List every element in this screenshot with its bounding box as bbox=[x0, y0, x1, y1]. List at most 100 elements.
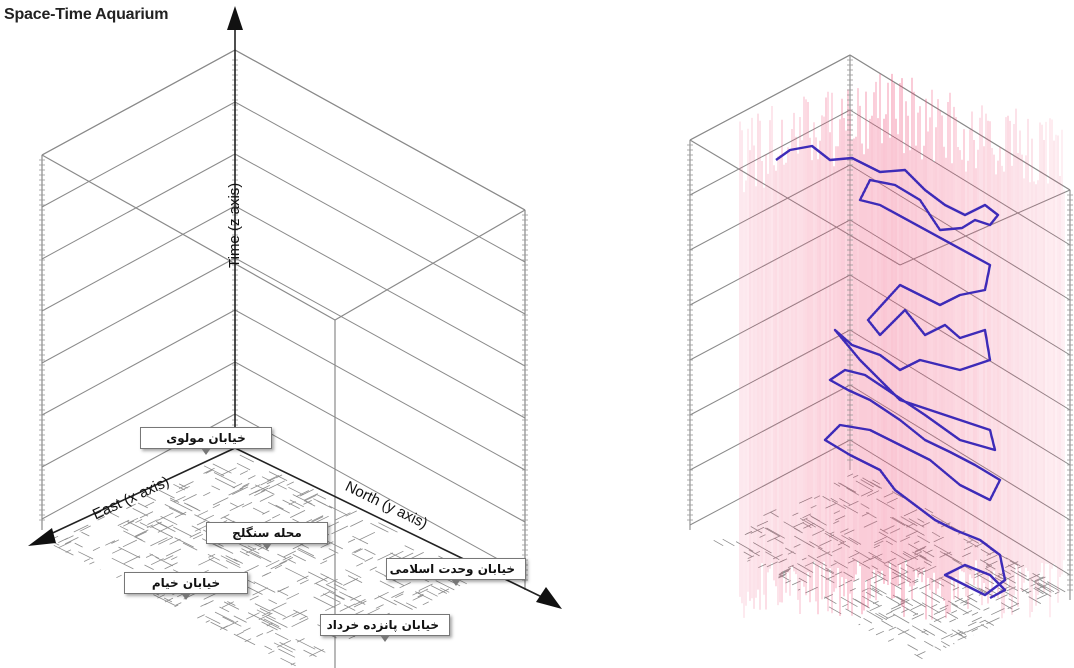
street-segment bbox=[214, 543, 234, 554]
street-segment bbox=[262, 510, 270, 515]
street-segment bbox=[111, 557, 134, 570]
street-segment bbox=[743, 551, 753, 557]
street-segment bbox=[833, 510, 841, 514]
street-segment bbox=[984, 620, 994, 626]
street-segment bbox=[278, 648, 296, 658]
street-segment bbox=[869, 604, 882, 612]
street-segment bbox=[64, 535, 74, 541]
street-segment bbox=[766, 527, 785, 539]
street-segment bbox=[134, 529, 149, 537]
street-segment bbox=[765, 551, 780, 561]
street-segment bbox=[826, 569, 834, 575]
street-segment bbox=[983, 554, 998, 562]
street-segment bbox=[261, 611, 271, 617]
street-segment bbox=[89, 561, 95, 565]
street-segment bbox=[73, 524, 89, 533]
street-segment bbox=[435, 580, 455, 591]
street-segment bbox=[311, 515, 324, 522]
street-segment bbox=[320, 541, 334, 549]
street-segment bbox=[968, 593, 974, 597]
street-segment bbox=[316, 493, 327, 500]
street-segment bbox=[998, 587, 1018, 599]
street-segment bbox=[328, 521, 339, 528]
street-segment bbox=[250, 551, 272, 563]
east-axis-arrowhead bbox=[28, 528, 56, 546]
street-segment bbox=[220, 555, 240, 566]
street-segment bbox=[422, 601, 429, 606]
street-segment bbox=[261, 487, 269, 492]
street-segment bbox=[890, 606, 902, 613]
street-segment bbox=[812, 562, 828, 572]
time-axis-arrowhead bbox=[227, 6, 243, 30]
street-segment bbox=[907, 644, 918, 651]
street-segment bbox=[356, 562, 363, 567]
street-segment bbox=[797, 588, 801, 591]
street-segment bbox=[917, 518, 925, 523]
street-segment bbox=[746, 531, 752, 535]
street-segment bbox=[252, 507, 265, 515]
street-segment bbox=[824, 532, 839, 542]
street-segment bbox=[352, 535, 369, 545]
street-segment bbox=[888, 638, 895, 642]
street-segment bbox=[112, 548, 123, 554]
street-segment bbox=[375, 604, 384, 609]
street-segment bbox=[247, 475, 256, 480]
street-segment bbox=[810, 504, 817, 509]
street-segment bbox=[53, 544, 74, 556]
street-segment bbox=[297, 548, 316, 559]
street-segment bbox=[828, 606, 842, 615]
street-segment bbox=[283, 550, 296, 558]
street-segment bbox=[111, 539, 120, 544]
street-segment bbox=[940, 633, 953, 640]
street-segment bbox=[197, 614, 205, 619]
street-segment bbox=[175, 485, 190, 494]
street-segment bbox=[971, 628, 978, 632]
street-segment bbox=[126, 520, 145, 531]
street-segment bbox=[264, 645, 273, 651]
street-segment bbox=[186, 503, 199, 511]
street-segment bbox=[1033, 576, 1046, 583]
street-segment bbox=[198, 557, 214, 566]
street-segment bbox=[288, 559, 297, 564]
street-segment bbox=[735, 541, 754, 552]
street-segment bbox=[139, 522, 150, 528]
street-segment bbox=[885, 595, 900, 605]
street-segment bbox=[979, 619, 986, 624]
street-segment bbox=[116, 574, 122, 579]
street-segment bbox=[783, 521, 801, 532]
street-segment bbox=[860, 479, 874, 488]
street-segment bbox=[747, 559, 751, 562]
street-segment bbox=[343, 604, 356, 611]
street-segment bbox=[155, 521, 168, 528]
street-segment bbox=[963, 538, 979, 548]
street-segment bbox=[276, 483, 287, 490]
street-segment bbox=[960, 597, 972, 604]
street-segment bbox=[299, 579, 309, 585]
street-segment bbox=[182, 494, 197, 502]
street-segment bbox=[134, 531, 147, 538]
street-segment bbox=[1021, 588, 1029, 592]
street-segment bbox=[277, 587, 286, 593]
street-segment bbox=[328, 548, 339, 554]
street-segment bbox=[282, 555, 292, 561]
street-segment bbox=[351, 553, 366, 561]
street-segment bbox=[905, 601, 914, 607]
street-segment bbox=[873, 544, 880, 549]
street-segment bbox=[878, 612, 888, 619]
street-segment bbox=[852, 598, 870, 609]
street-segment bbox=[345, 569, 362, 579]
callout-sangelaj-neighborhood: محله سنگلج bbox=[206, 522, 328, 550]
street-segment bbox=[378, 522, 398, 533]
street-segment bbox=[395, 593, 404, 599]
street-segment bbox=[145, 495, 156, 501]
street-segment bbox=[838, 482, 855, 493]
street-segment bbox=[412, 594, 424, 601]
street-segment bbox=[798, 496, 813, 504]
callout-vahdat-eslami-street: خیابان وحدت اسلامی bbox=[386, 558, 526, 586]
street-segment bbox=[118, 546, 141, 559]
street-segment bbox=[991, 608, 1005, 616]
street-segment bbox=[169, 497, 180, 503]
street-segment bbox=[823, 594, 833, 599]
street-segment bbox=[275, 474, 283, 479]
street-segment bbox=[849, 588, 856, 592]
